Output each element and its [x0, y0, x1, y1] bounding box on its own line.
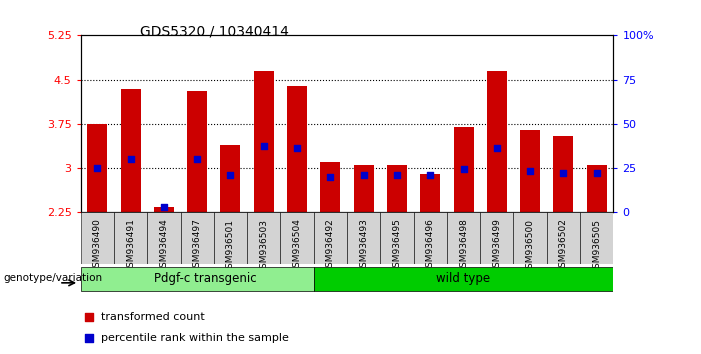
Bar: [154, 206, 174, 212]
Text: GSM936491: GSM936491: [126, 218, 135, 273]
Bar: [580, 212, 613, 264]
Point: [524, 168, 536, 174]
Text: GSM936504: GSM936504: [292, 218, 301, 273]
Point: [558, 170, 569, 176]
Text: GSM936505: GSM936505: [592, 218, 601, 274]
Text: GSM936497: GSM936497: [193, 218, 202, 273]
Text: GSM936498: GSM936498: [459, 218, 468, 273]
Bar: [88, 124, 107, 212]
Bar: [314, 212, 347, 264]
Bar: [480, 212, 513, 264]
Point: [591, 170, 602, 176]
Bar: [254, 71, 273, 212]
Text: GSM936492: GSM936492: [326, 218, 335, 273]
Text: GSM936502: GSM936502: [559, 218, 568, 273]
Bar: [187, 91, 207, 212]
Text: GSM936496: GSM936496: [426, 218, 435, 273]
Point: [414, 23, 426, 29]
Bar: [221, 144, 240, 212]
Text: Pdgf-c transgenic: Pdgf-c transgenic: [154, 272, 257, 285]
Point: [158, 204, 170, 209]
Bar: [447, 212, 480, 264]
Bar: [114, 212, 147, 264]
Bar: [514, 212, 547, 264]
Bar: [421, 174, 440, 212]
Text: GSM936494: GSM936494: [159, 218, 168, 273]
Text: GSM936503: GSM936503: [259, 218, 268, 274]
Point: [391, 172, 402, 178]
Bar: [247, 212, 280, 264]
Bar: [547, 212, 580, 264]
Text: GSM936493: GSM936493: [359, 218, 368, 273]
Bar: [486, 71, 507, 212]
Text: wild type: wild type: [437, 272, 491, 285]
Bar: [147, 212, 181, 264]
Bar: [354, 165, 374, 212]
Text: GSM936490: GSM936490: [93, 218, 102, 273]
Bar: [121, 88, 141, 212]
Point: [292, 145, 303, 150]
Bar: [81, 212, 114, 264]
Bar: [181, 212, 214, 264]
Point: [491, 145, 503, 150]
Text: GSM936500: GSM936500: [526, 218, 535, 274]
Bar: [280, 212, 314, 264]
Bar: [554, 136, 573, 212]
Bar: [387, 165, 407, 212]
Text: GSM936495: GSM936495: [393, 218, 402, 273]
Bar: [320, 162, 341, 212]
Bar: [287, 86, 307, 212]
Text: GSM936499: GSM936499: [492, 218, 501, 273]
Point: [325, 174, 336, 180]
Text: GDS5320 / 10340414: GDS5320 / 10340414: [140, 25, 289, 39]
Bar: [454, 127, 474, 212]
Point: [191, 156, 203, 162]
Text: percentile rank within the sample: percentile rank within the sample: [101, 332, 289, 343]
Point: [414, 207, 426, 213]
Text: transformed count: transformed count: [101, 312, 205, 322]
Point: [358, 172, 369, 178]
Bar: [414, 212, 447, 264]
Bar: [81, 267, 314, 291]
Bar: [214, 212, 247, 264]
Text: GSM936501: GSM936501: [226, 218, 235, 274]
Point: [458, 166, 469, 172]
Bar: [587, 165, 606, 212]
Point: [92, 165, 103, 171]
Point: [125, 156, 136, 162]
Bar: [347, 212, 381, 264]
Bar: [520, 130, 540, 212]
Point: [225, 172, 236, 178]
Bar: [381, 212, 414, 264]
Bar: [314, 267, 613, 291]
Point: [258, 143, 269, 149]
Point: [425, 172, 436, 178]
Text: genotype/variation: genotype/variation: [4, 273, 102, 283]
